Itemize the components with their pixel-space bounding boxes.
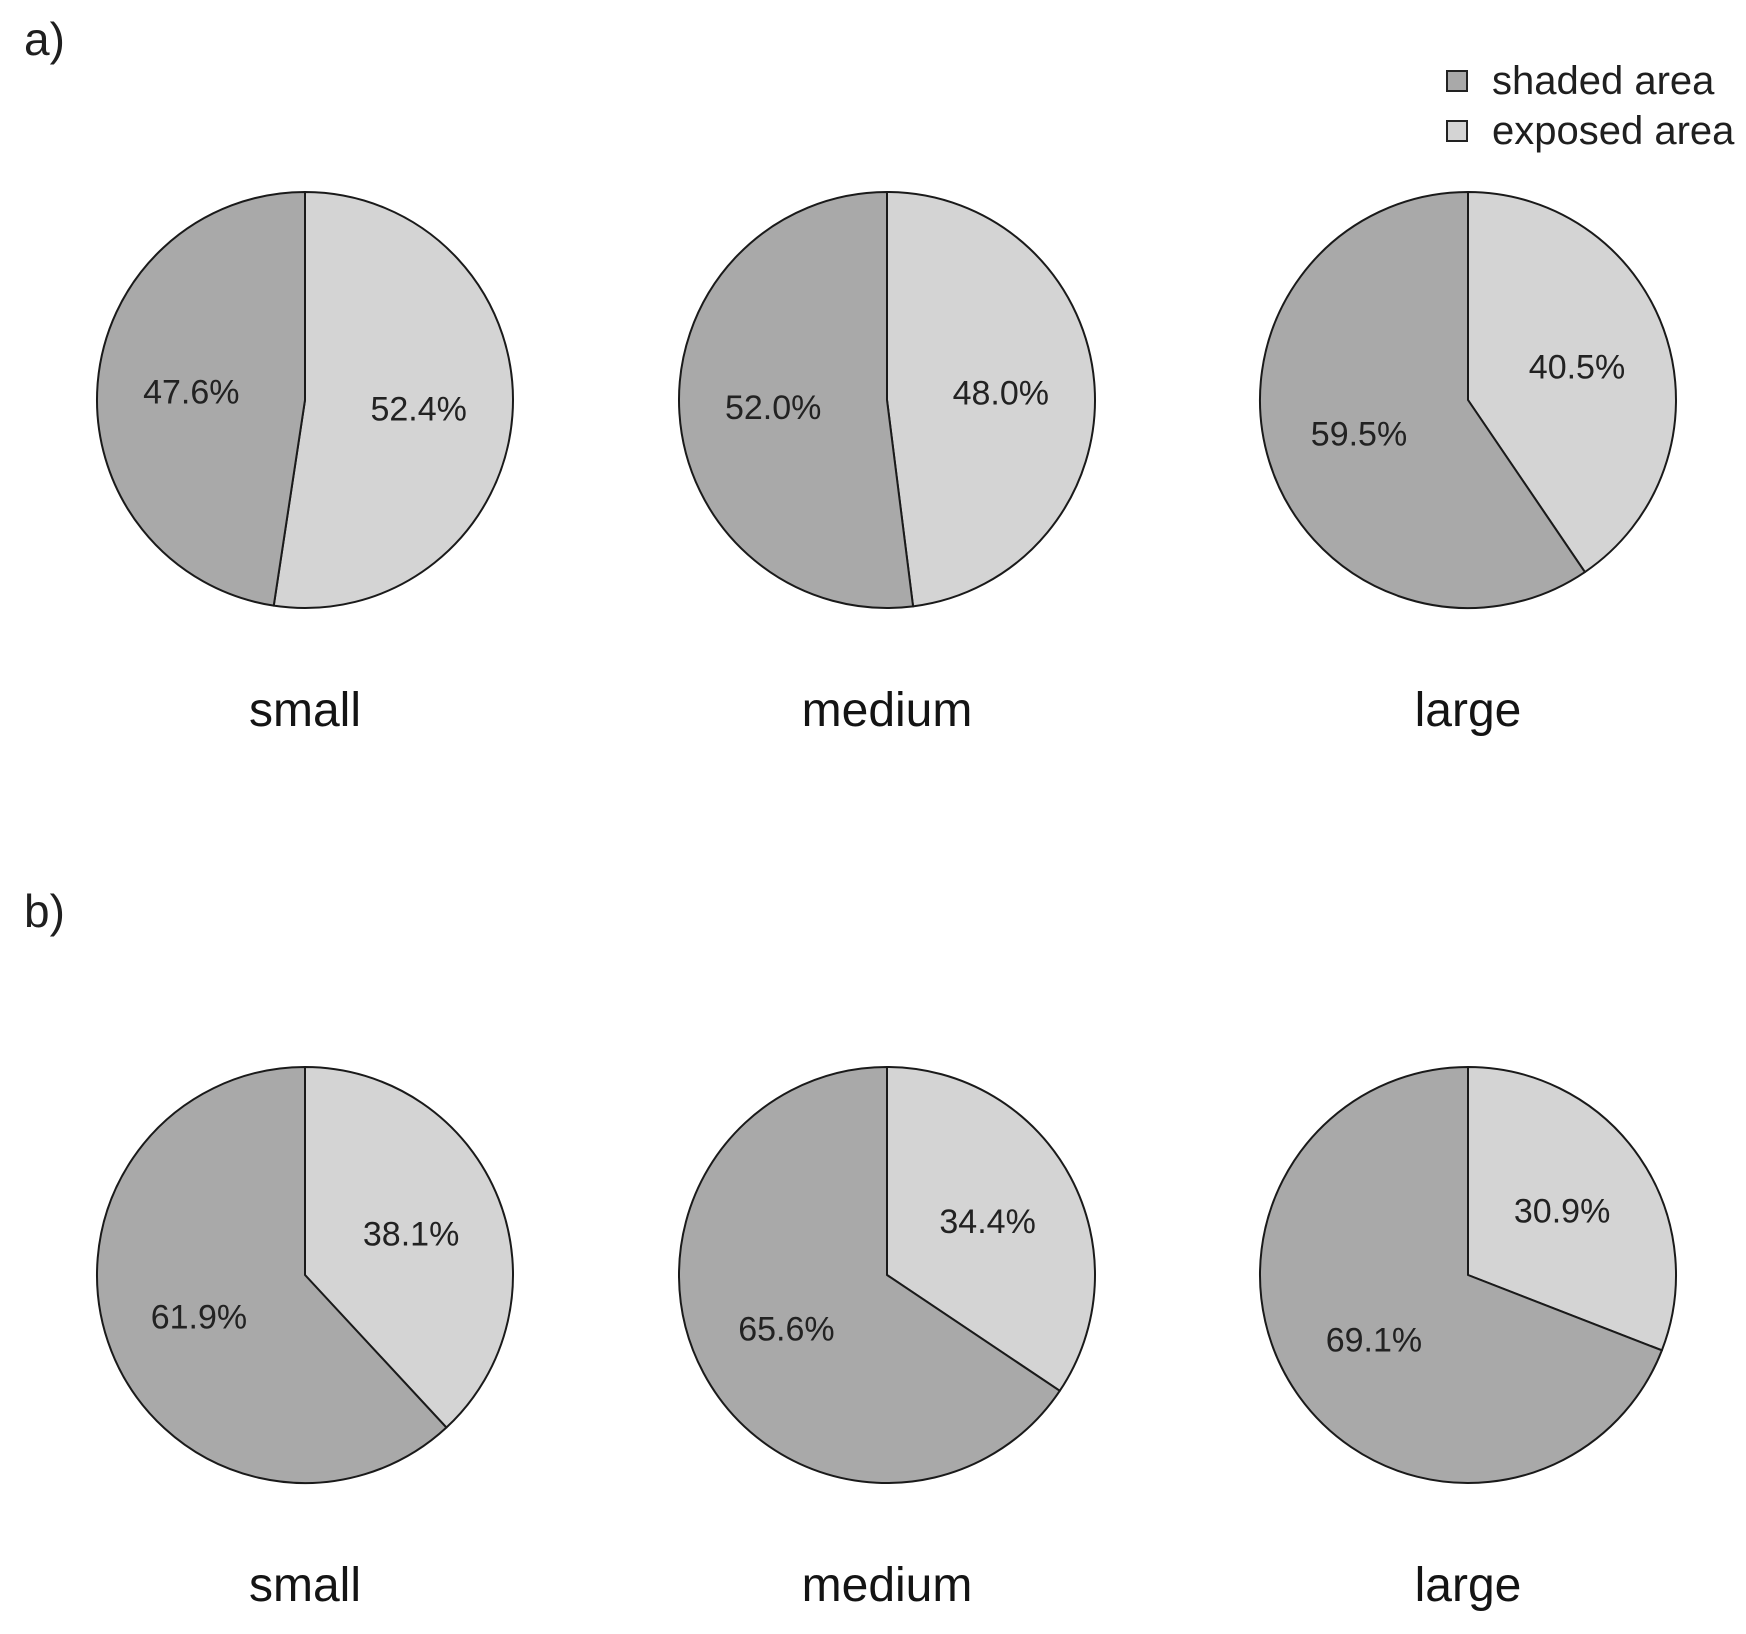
legend-label-exposed: exposed area (1492, 109, 1735, 153)
pie-slice-shaded-area (96, 1066, 448, 1484)
category-label-a-small: small (248, 684, 361, 737)
category-label-a-large: large (1414, 684, 1522, 737)
pie-slice-exposed-area (272, 191, 514, 609)
pie-slice-exposed-area (1467, 191, 1677, 574)
pie-slice-exposed-area (1467, 1066, 1677, 1352)
pie-slice-exposed-area (886, 191, 1096, 608)
pie-chart-b-large: 69.1% 30.9% (1259, 1066, 1677, 1484)
category-label-a-medium: medium (801, 684, 973, 737)
pie-slice-exposed-area (886, 1066, 1096, 1392)
pie-slice-exposed-area (304, 1066, 514, 1429)
pie-chart-b-small: 61.9% 38.1% (96, 1066, 514, 1484)
legend-item-exposed: exposed area (1446, 108, 1734, 154)
slice-label-exposed: 30.9% (1514, 1193, 1610, 1231)
pie-slice-shaded-area (1259, 191, 1586, 609)
legend-label-shaded: shaded area (1492, 59, 1715, 103)
slice-label-shaded: 47.6% (143, 373, 239, 411)
pie-slice-shaded-area (678, 1066, 1061, 1484)
slice-label-shaded: 69.1% (1326, 1321, 1422, 1359)
pie-chart-b-medium: 65.6% 34.4% (678, 1066, 1096, 1484)
legend-item-shaded: shaded area (1446, 58, 1734, 104)
category-label-b-small: small (248, 1559, 361, 1612)
panel-a-label: a) (24, 13, 65, 65)
slice-label-exposed: 38.1% (363, 1215, 459, 1253)
legend-swatch-shaded-icon (1446, 70, 1468, 92)
legend: shaded area exposed area (1446, 58, 1734, 154)
slice-label-exposed: 52.4% (370, 391, 466, 429)
pie-slice-shaded-area (96, 191, 306, 607)
panel-b-label: b) (24, 885, 65, 937)
pie-chart-a-large: 59.5% 40.5% (1259, 191, 1677, 609)
slice-label-shaded: 59.5% (1311, 415, 1407, 453)
slice-label-exposed: 48.0% (953, 375, 1049, 413)
pie-chart-a-small: 47.6% 52.4% (96, 191, 514, 609)
category-label-b-large: large (1414, 1559, 1522, 1612)
slice-label-shaded: 61.9% (151, 1299, 247, 1337)
slice-label-exposed: 34.4% (939, 1203, 1035, 1241)
pie-slice-shaded-area (1259, 1066, 1663, 1484)
slice-label-shaded: 52.0% (725, 389, 821, 427)
category-label-b-medium: medium (801, 1559, 973, 1612)
slice-label-shaded: 65.6% (738, 1311, 834, 1349)
pie-chart-a-medium: 52.0% 48.0% (678, 191, 1096, 609)
pie-slice-shaded-area (678, 191, 915, 609)
slice-label-exposed: 40.5% (1529, 348, 1625, 386)
legend-swatch-exposed-icon (1446, 120, 1468, 142)
